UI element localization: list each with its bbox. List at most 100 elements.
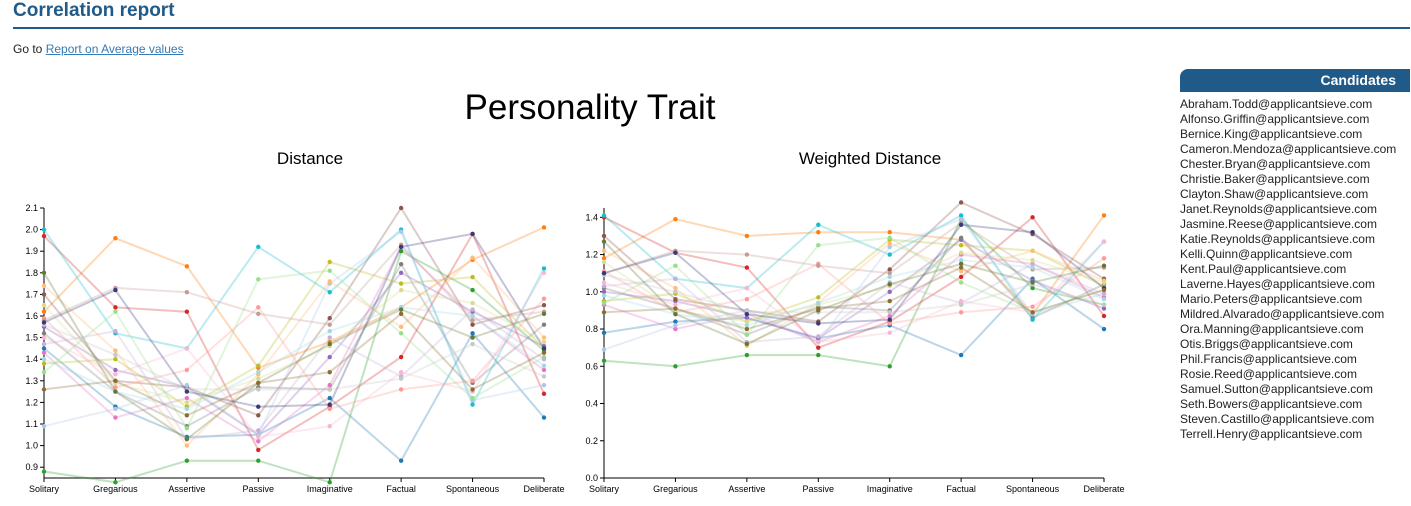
data-point[interactable] xyxy=(673,364,678,369)
data-point[interactable] xyxy=(256,380,261,386)
data-point[interactable] xyxy=(744,352,750,358)
data-point[interactable] xyxy=(541,363,547,368)
data-point[interactable] xyxy=(113,357,118,362)
data-point[interactable] xyxy=(398,331,404,336)
data-point[interactable] xyxy=(327,290,332,295)
data-point[interactable] xyxy=(398,311,404,317)
data-point[interactable] xyxy=(887,321,892,326)
data-point[interactable] xyxy=(327,328,332,334)
data-point[interactable] xyxy=(327,279,332,284)
data-point[interactable] xyxy=(398,261,404,267)
data-point[interactable] xyxy=(541,266,547,271)
data-point[interactable] xyxy=(541,391,547,396)
series-line[interactable] xyxy=(43,323,545,391)
data-point[interactable] xyxy=(887,310,892,315)
series-line[interactable] xyxy=(603,277,1105,357)
data-point[interactable] xyxy=(958,235,964,240)
series-line[interactable] xyxy=(603,257,1105,325)
series-line[interactable] xyxy=(603,266,1105,331)
data-point[interactable] xyxy=(601,300,607,306)
data-point[interactable] xyxy=(113,415,118,420)
data-point[interactable] xyxy=(1101,280,1107,285)
series-line[interactable] xyxy=(603,214,1105,316)
series-line[interactable] xyxy=(603,223,1105,325)
data-point[interactable] xyxy=(113,367,118,373)
series-line[interactable] xyxy=(43,230,545,437)
data-point[interactable] xyxy=(256,277,261,282)
data-point[interactable] xyxy=(673,216,678,222)
series-line[interactable] xyxy=(603,238,1105,323)
data-point[interactable] xyxy=(673,250,678,255)
data-point[interactable] xyxy=(113,480,118,485)
data-point[interactable] xyxy=(327,322,332,327)
data-point[interactable] xyxy=(673,323,678,328)
series-line[interactable] xyxy=(603,217,1105,351)
data-point[interactable] xyxy=(327,402,332,407)
data-point[interactable] xyxy=(601,248,607,254)
data-point[interactable] xyxy=(41,357,47,362)
data-point[interactable] xyxy=(470,387,475,392)
data-point[interactable] xyxy=(1030,230,1035,235)
data-point[interactable] xyxy=(327,259,332,265)
candidate-item[interactable]: Christie.Baker@applicantsieve.com xyxy=(1180,172,1370,186)
data-point[interactable] xyxy=(327,335,332,340)
data-point[interactable] xyxy=(673,276,678,281)
data-point[interactable] xyxy=(541,357,547,362)
series-line[interactable] xyxy=(43,227,545,407)
data-point[interactable] xyxy=(541,350,547,355)
data-point[interactable] xyxy=(470,313,475,319)
data-point[interactable] xyxy=(256,244,261,250)
candidate-item[interactable]: Abraham.Todd@applicantsieve.com xyxy=(1180,97,1373,111)
data-point[interactable] xyxy=(601,256,607,261)
data-point[interactable] xyxy=(327,406,332,412)
series-line[interactable] xyxy=(603,253,1105,344)
candidate-item[interactable]: Jasmine.Reese@applicantsieve.com xyxy=(1180,217,1377,231)
data-point[interactable] xyxy=(327,268,332,273)
data-point[interactable] xyxy=(1030,304,1035,309)
data-point[interactable] xyxy=(601,330,607,335)
data-point[interactable] xyxy=(398,458,404,463)
data-point[interactable] xyxy=(256,434,261,440)
data-point[interactable] xyxy=(958,280,964,285)
data-point[interactable] xyxy=(1101,313,1107,319)
data-point[interactable] xyxy=(541,374,547,379)
data-point[interactable] xyxy=(113,348,118,353)
data-point[interactable] xyxy=(113,309,118,314)
candidate-item[interactable]: Janet.Reynolds@applicantsieve.com xyxy=(1180,202,1377,216)
data-point[interactable] xyxy=(41,335,47,340)
data-point[interactable] xyxy=(256,428,261,433)
series-line[interactable] xyxy=(603,215,1105,349)
series-line[interactable] xyxy=(43,271,545,437)
series-line[interactable] xyxy=(603,238,1105,340)
data-point[interactable] xyxy=(601,259,607,265)
series-line[interactable] xyxy=(603,240,1105,344)
data-point[interactable] xyxy=(256,404,261,409)
candidate-item[interactable]: Mario.Peters@applicantsieve.com xyxy=(1180,292,1363,306)
candidate-item[interactable]: Steven.Castillo@applicantsieve.com xyxy=(1180,412,1375,426)
data-point[interactable] xyxy=(470,331,475,336)
data-point[interactable] xyxy=(673,289,678,294)
data-point[interactable] xyxy=(958,213,964,218)
data-point[interactable] xyxy=(256,369,261,375)
data-point[interactable] xyxy=(113,352,118,358)
data-point[interactable] xyxy=(744,311,750,317)
data-point[interactable] xyxy=(113,372,118,377)
data-point[interactable] xyxy=(470,287,475,293)
data-point[interactable] xyxy=(113,385,118,390)
data-point[interactable] xyxy=(887,289,892,294)
data-point[interactable] xyxy=(113,378,118,383)
data-point[interactable] xyxy=(1101,287,1107,293)
data-point[interactable] xyxy=(184,382,190,388)
data-point[interactable] xyxy=(113,305,118,310)
data-point[interactable] xyxy=(398,281,404,286)
candidate-item[interactable]: Bernice.King@applicantsieve.com xyxy=(1180,127,1363,141)
data-point[interactable] xyxy=(887,241,892,246)
data-point[interactable] xyxy=(887,317,892,322)
series-line[interactable] xyxy=(43,298,545,411)
series-line[interactable] xyxy=(43,243,545,326)
candidate-item[interactable]: Samuel.Sutton@applicantsieve.com xyxy=(1180,382,1373,396)
candidate-item[interactable]: Seth.Bowers@applicantsieve.com xyxy=(1180,397,1363,411)
data-point[interactable] xyxy=(184,309,190,314)
data-point[interactable] xyxy=(601,358,607,363)
data-point[interactable] xyxy=(673,306,678,311)
